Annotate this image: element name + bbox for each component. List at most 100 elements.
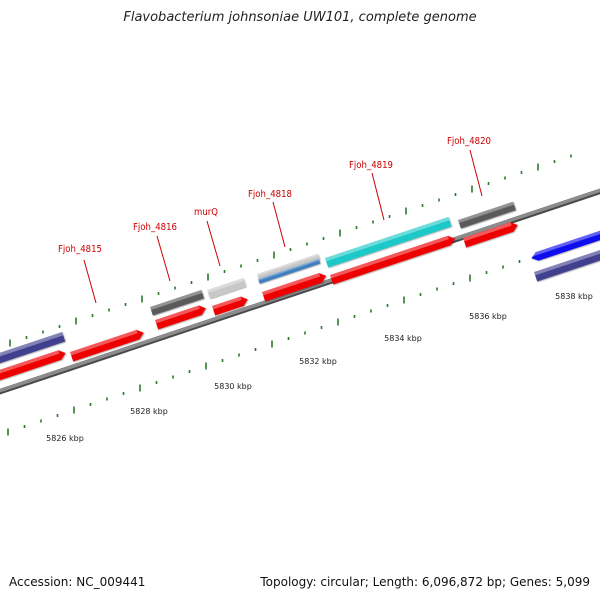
upper-tick xyxy=(25,336,28,340)
lower-tick xyxy=(353,315,356,319)
upper-tick xyxy=(223,270,226,274)
upper-tick xyxy=(570,154,572,158)
feature-lightgray-murq[interactable] xyxy=(207,277,246,299)
gene-label[interactable]: Fjoh_4818 xyxy=(248,189,292,200)
lower-tick xyxy=(89,403,92,407)
upper-tick xyxy=(306,242,308,246)
upper-tick xyxy=(58,325,61,329)
upper-tick xyxy=(372,220,374,224)
lower-tick xyxy=(403,296,405,304)
lower-tick xyxy=(436,287,438,291)
lower-tick xyxy=(337,318,339,326)
accession-text: Accession: NC_009441 xyxy=(9,575,146,589)
gene-label[interactable]: murQ xyxy=(194,207,218,218)
upper-tick xyxy=(471,185,473,193)
lower-tick xyxy=(452,282,455,286)
lower-tick xyxy=(502,265,504,269)
upper-tick xyxy=(504,176,506,180)
upper-tick xyxy=(273,251,275,259)
upper-tick xyxy=(42,330,44,334)
leader-line xyxy=(156,235,171,282)
lower-tick xyxy=(139,384,141,392)
upper-tick xyxy=(157,292,160,296)
upper-tick xyxy=(421,204,424,208)
upper-tick xyxy=(339,229,341,237)
leader-line xyxy=(371,172,385,221)
scale-labels: 5826 kbp 5828 kbp 5830 kbp 5832 kbp 5834 kbp… xyxy=(46,292,593,443)
feature-lightgray-4818[interactable] xyxy=(257,253,320,280)
feature-steelblue-4818[interactable] xyxy=(258,258,321,284)
lower-tick xyxy=(122,392,125,396)
feature-cyan-4819[interactable] xyxy=(325,216,452,268)
feature-fjoh-4820[interactable] xyxy=(463,220,519,248)
upper-tick xyxy=(454,193,457,197)
feature-blue-right[interactable] xyxy=(530,228,600,263)
gene-label[interactable]: Fjoh_4819 xyxy=(349,160,393,171)
lower-tick xyxy=(238,353,240,357)
feature-fjoh-4815[interactable] xyxy=(70,328,145,362)
gene-label[interactable]: Fjoh_4820 xyxy=(447,136,491,147)
feature-red-0[interactable] xyxy=(0,348,67,383)
feature-murq[interactable] xyxy=(212,295,249,316)
backbone-line-highlight xyxy=(0,188,600,393)
scale-label: 5830 kbp xyxy=(214,382,252,391)
feature-gray-4820[interactable] xyxy=(458,201,516,229)
upper-tick xyxy=(91,314,94,318)
upper-tick xyxy=(289,248,292,252)
gene-label[interactable]: Fjoh_4816 xyxy=(133,222,177,233)
gene-features xyxy=(0,201,600,383)
lower-tick xyxy=(518,260,521,264)
scale-label: 5828 kbp xyxy=(130,407,168,416)
gene-label[interactable]: Fjoh_4815 xyxy=(58,244,102,255)
upper-tick xyxy=(256,259,259,263)
genome-summary-text: Topology: circular; Length: 6,096,872 bp… xyxy=(260,575,590,589)
lower-tick xyxy=(386,304,389,308)
upper-tick xyxy=(240,264,242,268)
lower-tick xyxy=(205,362,207,370)
upper-tick xyxy=(322,237,325,241)
scale-label: 5832 kbp xyxy=(299,357,337,366)
feature-navy-0[interactable] xyxy=(0,331,66,366)
lower-tick xyxy=(23,425,26,429)
lower-tick xyxy=(73,406,75,414)
upper-tick xyxy=(520,171,523,175)
scale-label: 5834 kbp xyxy=(384,334,422,343)
feature-fjoh-4816[interactable] xyxy=(155,304,207,330)
feature-fjoh-4819[interactable] xyxy=(330,234,456,285)
lower-tick xyxy=(56,414,59,418)
leader-line xyxy=(206,220,221,267)
genome-backbone xyxy=(0,188,600,395)
scale-label: 5838 kbp xyxy=(555,292,593,301)
lower-tick xyxy=(370,309,372,313)
feature-fjoh-4818[interactable] xyxy=(262,271,328,302)
lower-tick xyxy=(419,293,422,297)
lower-tick xyxy=(40,419,42,423)
leader-line xyxy=(83,259,97,304)
upper-tick xyxy=(190,281,193,285)
lower-tick xyxy=(271,340,273,348)
upper-tick xyxy=(405,207,407,215)
upper-tick xyxy=(438,198,440,202)
upper-tick xyxy=(174,286,176,290)
lower-tick xyxy=(254,348,257,352)
feature-gray-4816[interactable] xyxy=(150,289,205,316)
lower-tick xyxy=(221,359,224,363)
feature-navy-right[interactable] xyxy=(534,246,600,282)
lower-tick xyxy=(188,370,191,374)
leader-line xyxy=(469,149,483,197)
upper-tick xyxy=(124,303,127,307)
map-title: Flavobacterium johnsoniae UW101, complet… xyxy=(123,10,477,25)
leader-line xyxy=(272,201,286,248)
lower-tick xyxy=(469,274,471,282)
upper-tick xyxy=(108,308,110,312)
upper-tick xyxy=(355,226,358,230)
upper-tick xyxy=(388,215,391,219)
lower-tick xyxy=(172,375,174,379)
upper-tick xyxy=(537,163,539,171)
lower-tick xyxy=(106,397,108,401)
lower-tick xyxy=(304,331,306,335)
upper-tick xyxy=(487,182,490,186)
scale-label: 5826 kbp xyxy=(46,434,84,443)
lower-tick xyxy=(287,337,290,341)
